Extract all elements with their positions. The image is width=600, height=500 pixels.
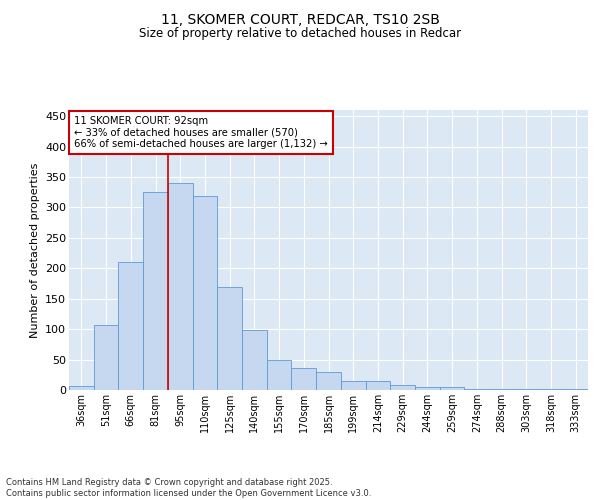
Text: 11, SKOMER COURT, REDCAR, TS10 2SB: 11, SKOMER COURT, REDCAR, TS10 2SB <box>161 12 439 26</box>
Bar <box>118 262 143 390</box>
Bar <box>143 192 168 390</box>
Bar <box>341 381 365 390</box>
Bar <box>390 384 415 390</box>
Bar <box>217 286 242 390</box>
Bar <box>440 387 464 390</box>
Bar <box>168 183 193 390</box>
Bar <box>365 381 390 390</box>
Bar <box>316 372 341 390</box>
Text: Size of property relative to detached houses in Redcar: Size of property relative to detached ho… <box>139 28 461 40</box>
Y-axis label: Number of detached properties: Number of detached properties <box>29 162 40 338</box>
Bar <box>94 325 118 390</box>
Bar <box>267 360 292 390</box>
Text: Contains HM Land Registry data © Crown copyright and database right 2025.
Contai: Contains HM Land Registry data © Crown c… <box>6 478 371 498</box>
Bar <box>242 330 267 390</box>
Bar <box>69 386 94 390</box>
Bar <box>415 387 440 390</box>
Bar <box>292 368 316 390</box>
Bar <box>193 196 217 390</box>
Text: 11 SKOMER COURT: 92sqm
← 33% of detached houses are smaller (570)
66% of semi-de: 11 SKOMER COURT: 92sqm ← 33% of detached… <box>74 116 328 149</box>
